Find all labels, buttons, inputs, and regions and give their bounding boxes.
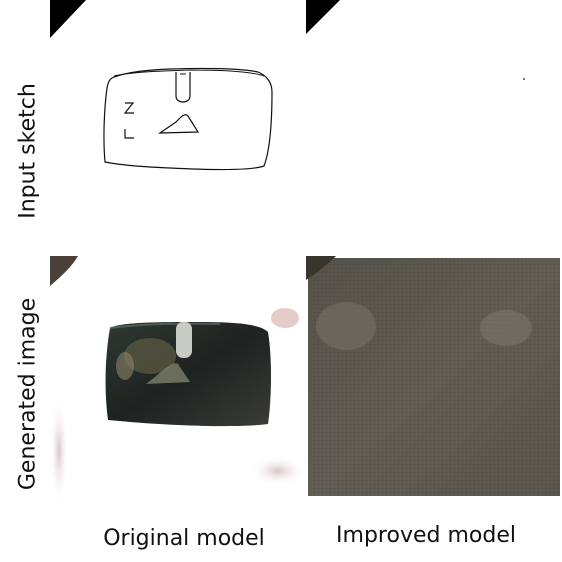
corner-artifact [306,0,340,34]
generated-clasp [176,322,192,358]
z-mark [123,102,135,114]
generated-image-original-panel [50,256,306,512]
corner-artifact [50,0,86,38]
triangle-sketch [157,114,200,134]
column-label-original-model: Original model [103,526,265,551]
l-mark [124,129,134,139]
input-sketch-improved-panel [306,0,562,256]
generated-image-improved-panel [306,256,562,512]
bag-sketch-drawing [50,0,273,171]
bag-top-edge [113,69,265,77]
corner-artifact [306,256,336,280]
row-label-generated-image: Generated image [15,297,41,491]
input-sketch-original-panel [50,0,306,256]
row-label-input-sketch: Input sketch [15,83,41,219]
column-label-improved-model: Improved model [336,523,516,548]
corner-artifact [50,256,78,286]
clasp-sketch [175,72,191,103]
bag-outline [103,67,273,171]
